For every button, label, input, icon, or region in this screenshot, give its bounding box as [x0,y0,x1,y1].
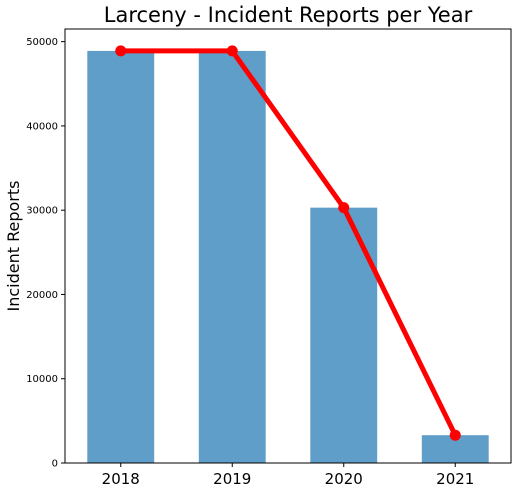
x-tick-label-2018: 2018 [102,470,140,488]
trend-point-2021 [449,429,461,441]
trend-line [118,48,458,438]
y-tick-label: 40000 [26,121,58,132]
x-tick-label-2020: 2020 [325,470,363,488]
trend-point-2019 [226,45,238,57]
trend-point-2020 [338,202,350,214]
axes-frame [64,28,512,464]
x-tick-label-2021: 2021 [436,470,474,488]
bar-2020 [310,207,378,463]
y-tick-label: 50000 [26,37,58,48]
y-tick-label: 20000 [26,290,58,301]
chart-title: Larceny - Incident Reports per Year [104,3,473,27]
y-axis-label: Incident Reports [4,181,23,312]
y-tick-label: 0 [52,459,58,470]
bar-2018 [87,50,155,464]
plot-area: 0 10000 20000 30000 40000 50000 2018 2019 2020 20… [26,28,512,488]
bar-2019 [198,50,266,464]
y-tick-label: 30000 [26,206,58,217]
trend-point-2018 [115,45,127,57]
y-tick-label: 10000 [26,374,58,385]
x-tick-label-2019: 2019 [213,470,251,488]
